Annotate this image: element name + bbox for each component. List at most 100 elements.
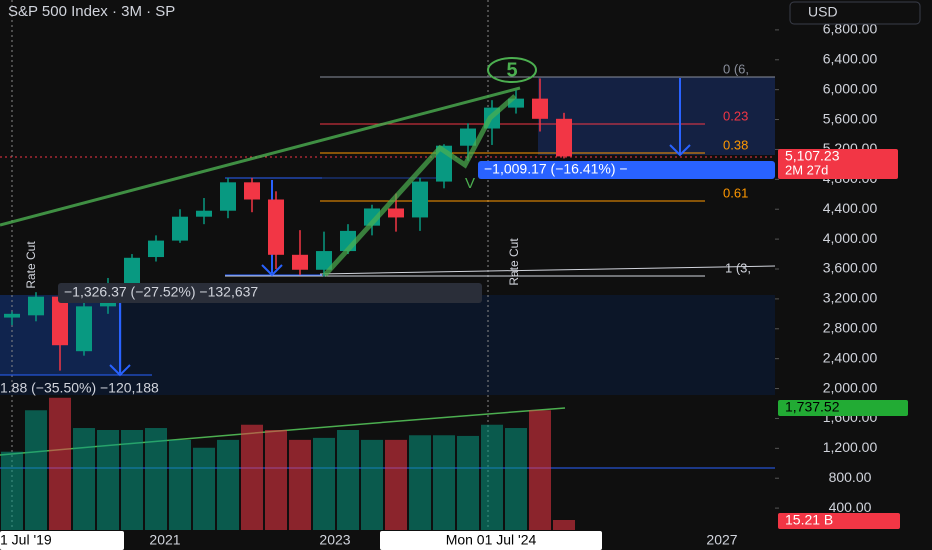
y-tick-label: 2,000.00	[823, 379, 878, 395]
candle-body	[508, 98, 524, 108]
y-tick-label: 4,000.00	[823, 230, 878, 246]
currency[interactable]: USD	[808, 4, 838, 20]
volume-bar	[553, 519, 575, 530]
time-badge	[380, 531, 602, 550]
fib-label: 0.38	[723, 137, 748, 152]
volume-bar	[73, 428, 95, 530]
y-axis: 6,800.006,400.006,000.005,600.005,200.00…	[775, 21, 877, 515]
volume-bar	[49, 397, 71, 530]
volume-bar	[169, 439, 191, 530]
fib-label: 0.23	[723, 108, 748, 123]
y-tick-label: 2,400.00	[823, 349, 878, 365]
volume-bar	[481, 424, 503, 530]
y-tick-label: 4,400.00	[823, 200, 878, 216]
fib-label: 0 (6,	[723, 61, 749, 76]
candle-body	[28, 296, 44, 316]
volume-bar	[313, 437, 335, 530]
candle-body	[52, 296, 68, 346]
wave-label: V	[465, 175, 475, 192]
volume-bar	[409, 435, 431, 530]
measure-label: −1,326.37 (−27.52%) −132,637	[64, 284, 258, 300]
event-label: Rate Cut	[507, 238, 521, 286]
candle-body	[76, 306, 92, 352]
trend-line	[0, 86, 521, 227]
y-tick-label: 800.00	[829, 469, 872, 485]
fib-label: 0.61	[723, 185, 748, 200]
volume-bar	[265, 430, 287, 530]
x-tick-label: 2023	[319, 532, 350, 548]
price-badge	[778, 149, 898, 179]
event-label: Rate Cut	[24, 241, 38, 289]
candle-body	[532, 98, 548, 119]
volume-bar	[433, 435, 455, 530]
trend-line	[319, 265, 776, 275]
x-tick-label: 1 Jul '19	[0, 532, 52, 548]
volume-bar	[25, 410, 47, 530]
fib-label: 1 (3,	[725, 260, 751, 275]
candle-body	[388, 208, 404, 218]
volume-bar	[505, 428, 527, 530]
volume-bar	[337, 430, 359, 530]
measure-box	[538, 77, 775, 155]
volume-bar	[1, 451, 23, 530]
price-label: 5,107.23	[785, 148, 840, 164]
measure-badge	[58, 283, 482, 303]
y-tick-label: 5,600.00	[823, 110, 878, 126]
candles	[4, 78, 572, 371]
shaded-region	[0, 295, 775, 395]
candle-body	[412, 181, 428, 218]
candle-body	[460, 128, 476, 146]
currency-button[interactable]	[789, 1, 921, 25]
volume-bar	[145, 428, 167, 530]
volume-bar	[217, 439, 239, 530]
volume-bar	[289, 439, 311, 530]
volume-bar	[241, 424, 263, 530]
countdown: 2M 27d	[785, 162, 828, 177]
time-badge	[0, 531, 124, 550]
y-tick-label: 3,200.00	[823, 290, 878, 306]
volume-bar	[361, 439, 383, 530]
candle-body	[4, 313, 20, 318]
volume-bar	[385, 439, 407, 530]
volume-bar	[193, 447, 215, 530]
candle-body	[292, 254, 308, 270]
y-tick-label: 1,200.00	[823, 439, 878, 455]
indicator-label: 1,737.52	[785, 399, 840, 415]
x-tick-label: Mon 01 Jul '24	[446, 532, 537, 548]
wave-label: 5	[506, 59, 517, 81]
price-axis	[775, 0, 932, 550]
x-tick-label: 2021	[149, 532, 180, 548]
wave-path	[323, 94, 517, 277]
y-tick-label: 400.00	[829, 499, 872, 515]
candle-body	[268, 199, 284, 255]
candle-body	[244, 182, 260, 200]
candle-body	[316, 251, 332, 270]
y-tick-label: 6,400.00	[823, 50, 878, 66]
volume-badge	[778, 513, 900, 529]
arrow-head	[669, 144, 691, 157]
candle-body	[124, 257, 140, 284]
wave-circle	[487, 57, 537, 83]
volume-bars	[1, 397, 575, 530]
volume-bar	[121, 430, 143, 530]
candle-body	[148, 240, 164, 258]
y-tick-label: 6,800.00	[823, 21, 878, 37]
candle-body	[556, 118, 572, 157]
indicator-badge	[778, 400, 908, 416]
chart-title: S&P 500 Index · 3M · SP	[8, 3, 175, 20]
candle-body	[172, 216, 188, 241]
x-tick-label: 2027	[706, 532, 737, 548]
measure-label: −1,009.17 (−16.41%) −	[484, 161, 628, 177]
arrow-head	[261, 264, 283, 277]
y-tick-label: 6,000.00	[823, 80, 878, 96]
volume-bar	[97, 430, 119, 530]
candle-body	[220, 182, 236, 211]
measure-badge	[478, 161, 775, 179]
y-tick-label: 2,800.00	[823, 319, 878, 335]
candle-body	[196, 210, 212, 217]
y-tick-label: 3,600.00	[823, 260, 878, 276]
volume-bar	[457, 435, 479, 530]
volume-bar	[529, 410, 551, 530]
measure-label: 1.88 (−35.50%) −120,188	[0, 380, 159, 396]
